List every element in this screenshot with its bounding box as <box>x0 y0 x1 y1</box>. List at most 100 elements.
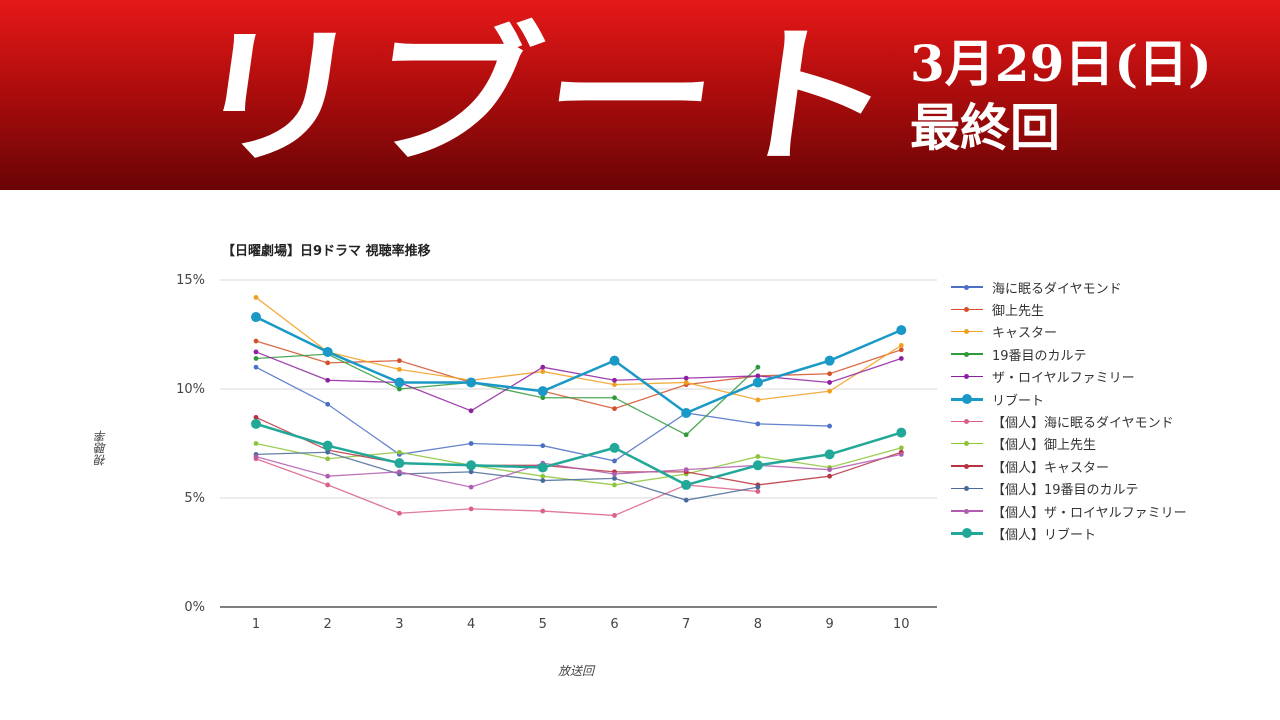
data-point[interactable] <box>251 418 261 429</box>
data-point[interactable] <box>683 432 689 438</box>
data-point[interactable] <box>896 325 907 336</box>
data-point[interactable] <box>898 356 904 361</box>
data-point[interactable] <box>325 377 331 383</box>
data-point[interactable] <box>609 355 620 366</box>
data-point[interactable] <box>537 462 548 473</box>
data-point[interactable] <box>755 489 761 494</box>
data-point[interactable] <box>397 366 402 372</box>
data-point[interactable] <box>253 364 259 370</box>
data-point[interactable] <box>253 338 259 344</box>
data-point[interactable] <box>681 407 692 418</box>
data-point[interactable] <box>540 478 546 483</box>
data-point[interactable] <box>896 427 907 438</box>
data-point[interactable] <box>253 441 259 446</box>
data-point[interactable] <box>898 452 904 457</box>
legend-item[interactable]: 【個人】海に眠るダイヤモンド <box>950 410 1187 432</box>
legend-line-marker-icon <box>950 349 984 359</box>
data-point[interactable] <box>755 484 761 490</box>
data-point[interactable] <box>325 456 331 462</box>
data-point[interactable] <box>612 406 617 412</box>
legend-item[interactable]: 【個人】ザ・ロイヤルファミリー <box>950 500 1187 522</box>
data-point[interactable] <box>827 388 832 394</box>
data-point[interactable] <box>397 510 402 516</box>
legend-item[interactable]: 19番目のカルテ <box>950 343 1187 365</box>
data-point[interactable] <box>325 473 331 479</box>
data-point[interactable] <box>612 475 617 481</box>
data-point[interactable] <box>540 473 546 479</box>
data-point[interactable] <box>325 482 331 488</box>
data-point[interactable] <box>755 421 761 427</box>
data-point[interactable] <box>827 473 832 479</box>
data-point[interactable] <box>683 380 689 385</box>
data-point[interactable] <box>612 458 617 464</box>
data-point[interactable] <box>827 467 832 473</box>
data-point[interactable] <box>540 508 546 514</box>
data-point[interactable] <box>251 312 261 323</box>
data-point[interactable] <box>540 364 546 370</box>
legend-item[interactable]: 【個人】御上先生 <box>950 433 1187 455</box>
data-point[interactable] <box>612 377 617 383</box>
data-point[interactable] <box>322 440 333 451</box>
data-point[interactable] <box>397 449 402 455</box>
data-point[interactable] <box>755 454 761 459</box>
data-point[interactable] <box>755 397 761 403</box>
data-point[interactable] <box>681 479 692 490</box>
data-point[interactable] <box>827 423 832 429</box>
data-point[interactable] <box>683 467 689 473</box>
data-point[interactable] <box>755 373 761 379</box>
legend-item[interactable]: ザ・ロイヤルファミリー <box>950 366 1187 388</box>
data-point[interactable] <box>397 469 402 475</box>
data-point[interactable] <box>612 395 617 401</box>
data-point[interactable] <box>537 386 548 397</box>
data-point[interactable] <box>612 482 617 488</box>
data-point[interactable] <box>824 355 835 366</box>
data-point[interactable] <box>540 395 546 401</box>
legend-item[interactable]: リブート <box>950 388 1187 410</box>
data-point[interactable] <box>540 443 546 449</box>
data-point[interactable] <box>468 469 474 475</box>
data-point[interactable] <box>468 484 474 490</box>
data-point[interactable] <box>468 506 474 512</box>
data-point[interactable] <box>752 377 763 388</box>
data-point[interactable] <box>540 369 546 374</box>
data-point[interactable] <box>824 449 835 460</box>
data-point[interactable] <box>683 497 689 503</box>
data-point[interactable] <box>253 356 259 361</box>
data-point[interactable] <box>322 346 333 357</box>
data-point[interactable] <box>609 442 620 453</box>
legend-item[interactable]: 御上先生 <box>950 298 1187 320</box>
data-point[interactable] <box>612 382 617 388</box>
data-point[interactable] <box>612 471 617 477</box>
data-point[interactable] <box>253 454 259 459</box>
data-point[interactable] <box>683 375 689 381</box>
data-point[interactable] <box>898 343 904 348</box>
legend-item[interactable]: 海に眠るダイヤモンド <box>950 276 1187 298</box>
data-point[interactable] <box>325 360 331 366</box>
data-point[interactable] <box>397 358 402 364</box>
legend-item[interactable]: 【個人】キャスター <box>950 455 1187 477</box>
series-line <box>253 349 904 414</box>
data-point[interactable] <box>325 401 331 407</box>
data-point[interactable] <box>468 408 474 414</box>
data-point[interactable] <box>898 347 904 353</box>
data-point[interactable] <box>253 414 259 420</box>
data-point[interactable] <box>394 458 405 469</box>
data-point[interactable] <box>755 364 761 370</box>
data-point[interactable] <box>898 445 904 451</box>
data-point[interactable] <box>468 441 474 446</box>
data-point[interactable] <box>253 349 259 355</box>
legend-item[interactable]: 【個人】リブート <box>950 522 1187 544</box>
legend-item[interactable]: 【個人】19番目のカルテ <box>950 478 1187 500</box>
data-point[interactable] <box>394 377 405 388</box>
legend-item[interactable]: キャスター <box>950 321 1187 343</box>
data-point[interactable] <box>827 380 832 385</box>
data-point[interactable] <box>752 460 763 471</box>
data-point[interactable] <box>466 377 477 388</box>
data-point[interactable] <box>253 295 259 300</box>
data-point[interactable] <box>397 386 402 392</box>
data-point[interactable] <box>827 371 832 377</box>
data-point[interactable] <box>325 449 331 455</box>
data-point[interactable] <box>612 513 617 518</box>
chart-gridlines <box>220 279 937 608</box>
data-point[interactable] <box>466 460 477 471</box>
